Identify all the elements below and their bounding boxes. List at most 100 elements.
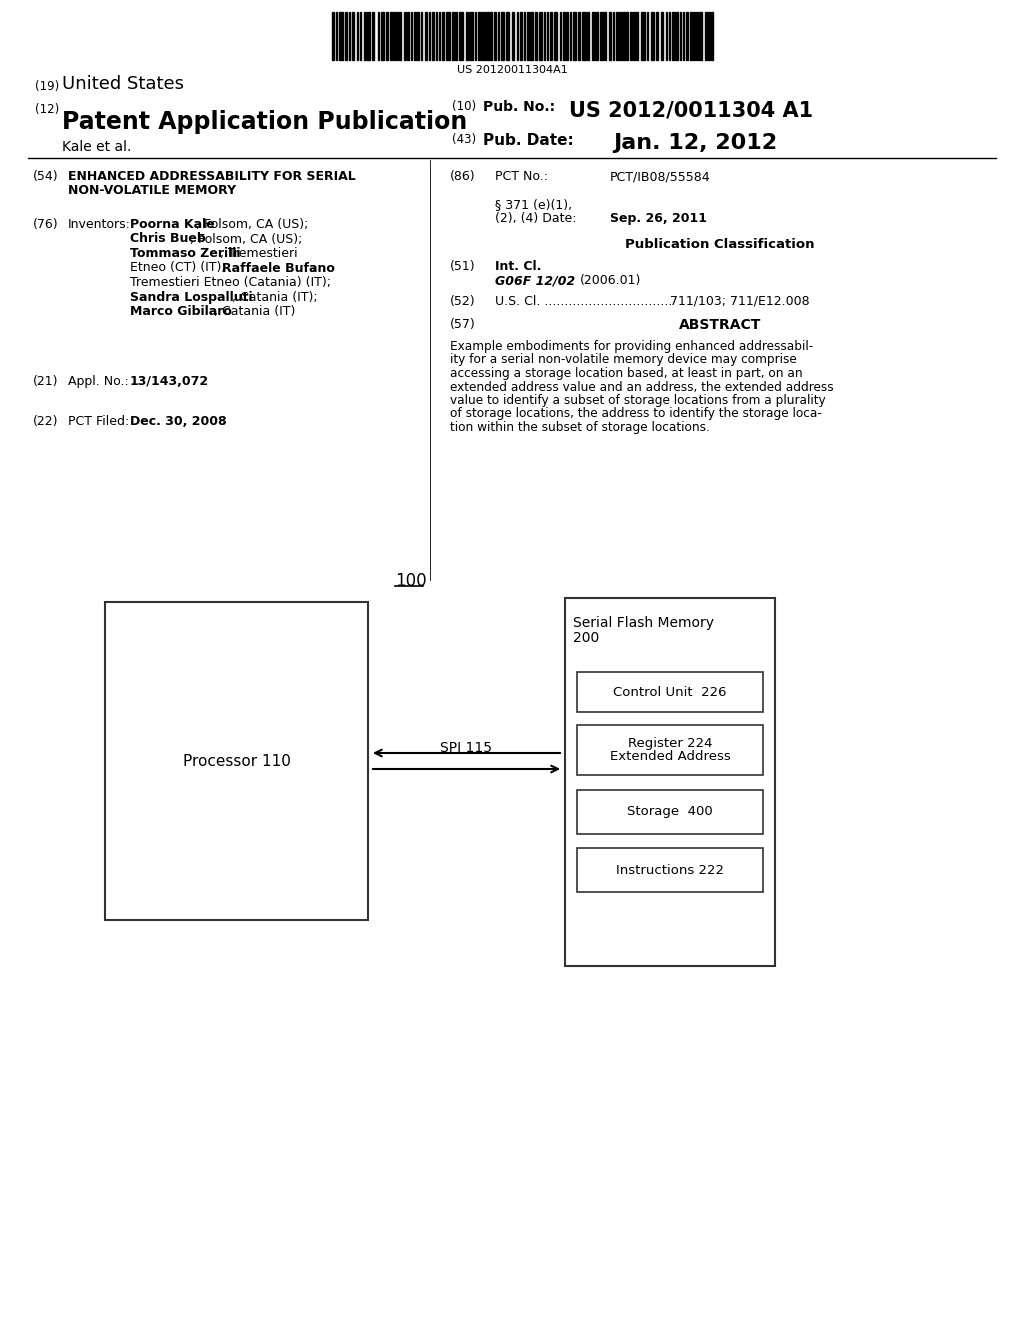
Bar: [696, 12, 697, 59]
Text: (43): (43): [452, 133, 476, 147]
Text: Example embodiments for providing enhanced addressabil-: Example embodiments for providing enhanc…: [450, 341, 813, 352]
Bar: [633, 12, 635, 59]
Text: ,: ,: [311, 261, 315, 275]
Text: ity for a serial non-volatile memory device may comprise: ity for a serial non-volatile memory dev…: [450, 354, 797, 367]
Text: , Folsom, CA (US);: , Folsom, CA (US);: [190, 232, 302, 246]
Text: Tremestieri Etneo (Catania) (IT);: Tremestieri Etneo (Catania) (IT);: [130, 276, 331, 289]
Bar: [705, 12, 707, 59]
Text: Tommaso Zerilli: Tommaso Zerilli: [130, 247, 241, 260]
Text: United States: United States: [62, 75, 184, 92]
Bar: [636, 12, 638, 59]
Bar: [393, 12, 394, 59]
Bar: [403, 12, 406, 59]
Text: accessing a storage location based, at least in part, on an: accessing a storage location based, at l…: [450, 367, 803, 380]
Bar: [559, 12, 561, 59]
Text: tion within the subset of storage locations.: tion within the subset of storage locati…: [450, 421, 710, 434]
Text: Patent Application Publication: Patent Application Publication: [62, 110, 467, 135]
Bar: [623, 12, 625, 59]
Text: Instructions 222: Instructions 222: [616, 863, 724, 876]
Bar: [516, 12, 518, 59]
Text: (2006.01): (2006.01): [580, 275, 641, 286]
Text: ENHANCED ADDRESSABILITY FOR SERIAL: ENHANCED ADDRESSABILITY FOR SERIAL: [68, 170, 355, 183]
Bar: [381, 12, 384, 59]
Text: 13/143,072: 13/143,072: [130, 375, 209, 388]
Bar: [660, 12, 663, 59]
Text: Storage  400: Storage 400: [627, 805, 713, 818]
Text: (57): (57): [450, 318, 476, 331]
Bar: [565, 598, 775, 966]
Text: (52): (52): [450, 294, 475, 308]
Bar: [425, 12, 427, 59]
Text: Inventors:: Inventors:: [68, 218, 131, 231]
Bar: [498, 12, 499, 59]
Text: (22): (22): [33, 414, 58, 428]
Bar: [615, 12, 618, 59]
Text: (2), (4) Date:: (2), (4) Date:: [495, 213, 577, 224]
Bar: [530, 12, 534, 59]
Bar: [592, 12, 595, 59]
Bar: [474, 12, 476, 59]
Text: (19): (19): [35, 81, 59, 92]
Bar: [494, 12, 496, 59]
Bar: [348, 12, 350, 59]
Text: 200: 200: [573, 631, 599, 645]
Bar: [587, 12, 589, 59]
Bar: [523, 12, 525, 59]
Text: PCT/IB08/55584: PCT/IB08/55584: [610, 170, 711, 183]
Bar: [569, 12, 571, 59]
Bar: [680, 12, 681, 59]
Bar: [490, 12, 492, 59]
Bar: [421, 12, 422, 59]
Bar: [604, 12, 606, 59]
Bar: [539, 12, 542, 59]
Text: G06F 12/02: G06F 12/02: [495, 275, 575, 286]
Bar: [693, 12, 694, 59]
Bar: [428, 12, 430, 59]
Text: ABSTRACT: ABSTRACT: [679, 318, 761, 333]
Text: Serial Flash Memory: Serial Flash Memory: [573, 616, 714, 630]
Text: SPI 115: SPI 115: [440, 741, 493, 755]
Bar: [487, 12, 488, 59]
Text: Raffaele Bufano: Raffaele Bufano: [222, 261, 335, 275]
Bar: [554, 12, 556, 59]
Text: Int. Cl.: Int. Cl.: [495, 260, 542, 273]
Bar: [683, 12, 684, 59]
Bar: [336, 12, 337, 59]
Bar: [399, 12, 400, 59]
Bar: [676, 12, 678, 59]
Bar: [535, 12, 537, 59]
Bar: [378, 12, 379, 59]
Text: Jan. 12, 2012: Jan. 12, 2012: [613, 133, 777, 153]
Bar: [519, 12, 521, 59]
Bar: [411, 12, 412, 59]
Text: (10): (10): [452, 100, 476, 114]
Text: (12): (12): [35, 103, 59, 116]
Text: Etneo (CT) (IT);: Etneo (CT) (IT);: [130, 261, 229, 275]
Bar: [372, 12, 374, 59]
Bar: [389, 12, 391, 59]
Bar: [459, 12, 463, 59]
Bar: [612, 12, 614, 59]
Bar: [547, 12, 548, 59]
Bar: [359, 12, 361, 59]
Text: Chris Bueb: Chris Bueb: [130, 232, 206, 246]
Bar: [609, 12, 611, 59]
Text: 100: 100: [395, 572, 427, 590]
Bar: [596, 12, 597, 59]
Bar: [550, 12, 552, 59]
Text: , Catania (IT);: , Catania (IT);: [232, 290, 317, 304]
Text: U.S. Cl. ................................: U.S. Cl. ...............................…: [495, 294, 673, 308]
Text: Sandra Lospalluti: Sandra Lospalluti: [130, 290, 253, 304]
Text: , Folsom, CA (US);: , Folsom, CA (US);: [196, 218, 308, 231]
Bar: [452, 12, 454, 59]
Bar: [641, 12, 645, 59]
Text: US 20120011304A1: US 20120011304A1: [457, 65, 567, 75]
Bar: [527, 12, 528, 59]
Bar: [367, 12, 370, 59]
Bar: [438, 12, 440, 59]
Bar: [577, 789, 763, 834]
Bar: [356, 12, 358, 59]
Bar: [470, 12, 473, 59]
Text: § 371 (e)(1),: § 371 (e)(1),: [495, 198, 572, 211]
Text: , Catania (IT): , Catania (IT): [214, 305, 295, 318]
